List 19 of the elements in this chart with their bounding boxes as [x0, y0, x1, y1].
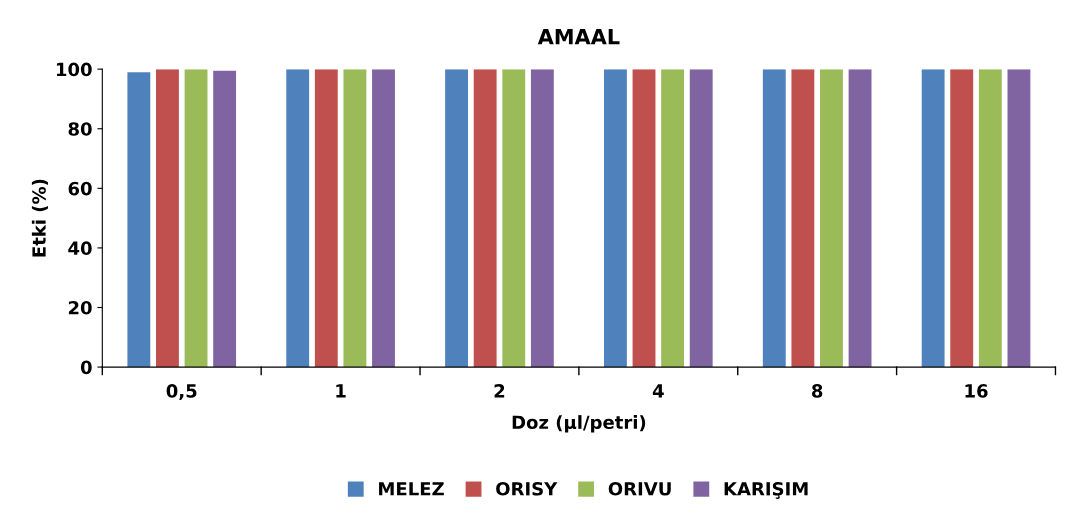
legend-label: ORISY	[496, 481, 558, 496]
y-axis-title: Etki (%)	[31, 179, 48, 257]
y-tick-label: 100	[56, 62, 92, 77]
legend-label: KARIŞIM	[724, 481, 808, 499]
legend-label: ORIVU	[608, 481, 671, 496]
x-tick-label: 8	[812, 384, 823, 398]
x-tick-label: 16	[965, 384, 988, 398]
x-tick-label: 2	[494, 384, 505, 398]
y-tick-label: 40	[68, 241, 92, 256]
x-tick-label: 4	[652, 384, 664, 398]
chart-title: AMAAL	[537, 28, 620, 45]
y-tick-label: 20	[68, 300, 92, 315]
y-tick-label: 0	[80, 360, 92, 375]
x-tick-label: 0,5	[166, 384, 197, 401]
y-tick-label: 80	[68, 122, 92, 136]
x-tick-label: 1	[336, 384, 346, 398]
y-tick-label: 60	[68, 181, 92, 196]
x-axis-title: Doz (µl/petri)	[512, 415, 646, 433]
legend-label: MELEZ	[379, 482, 444, 496]
